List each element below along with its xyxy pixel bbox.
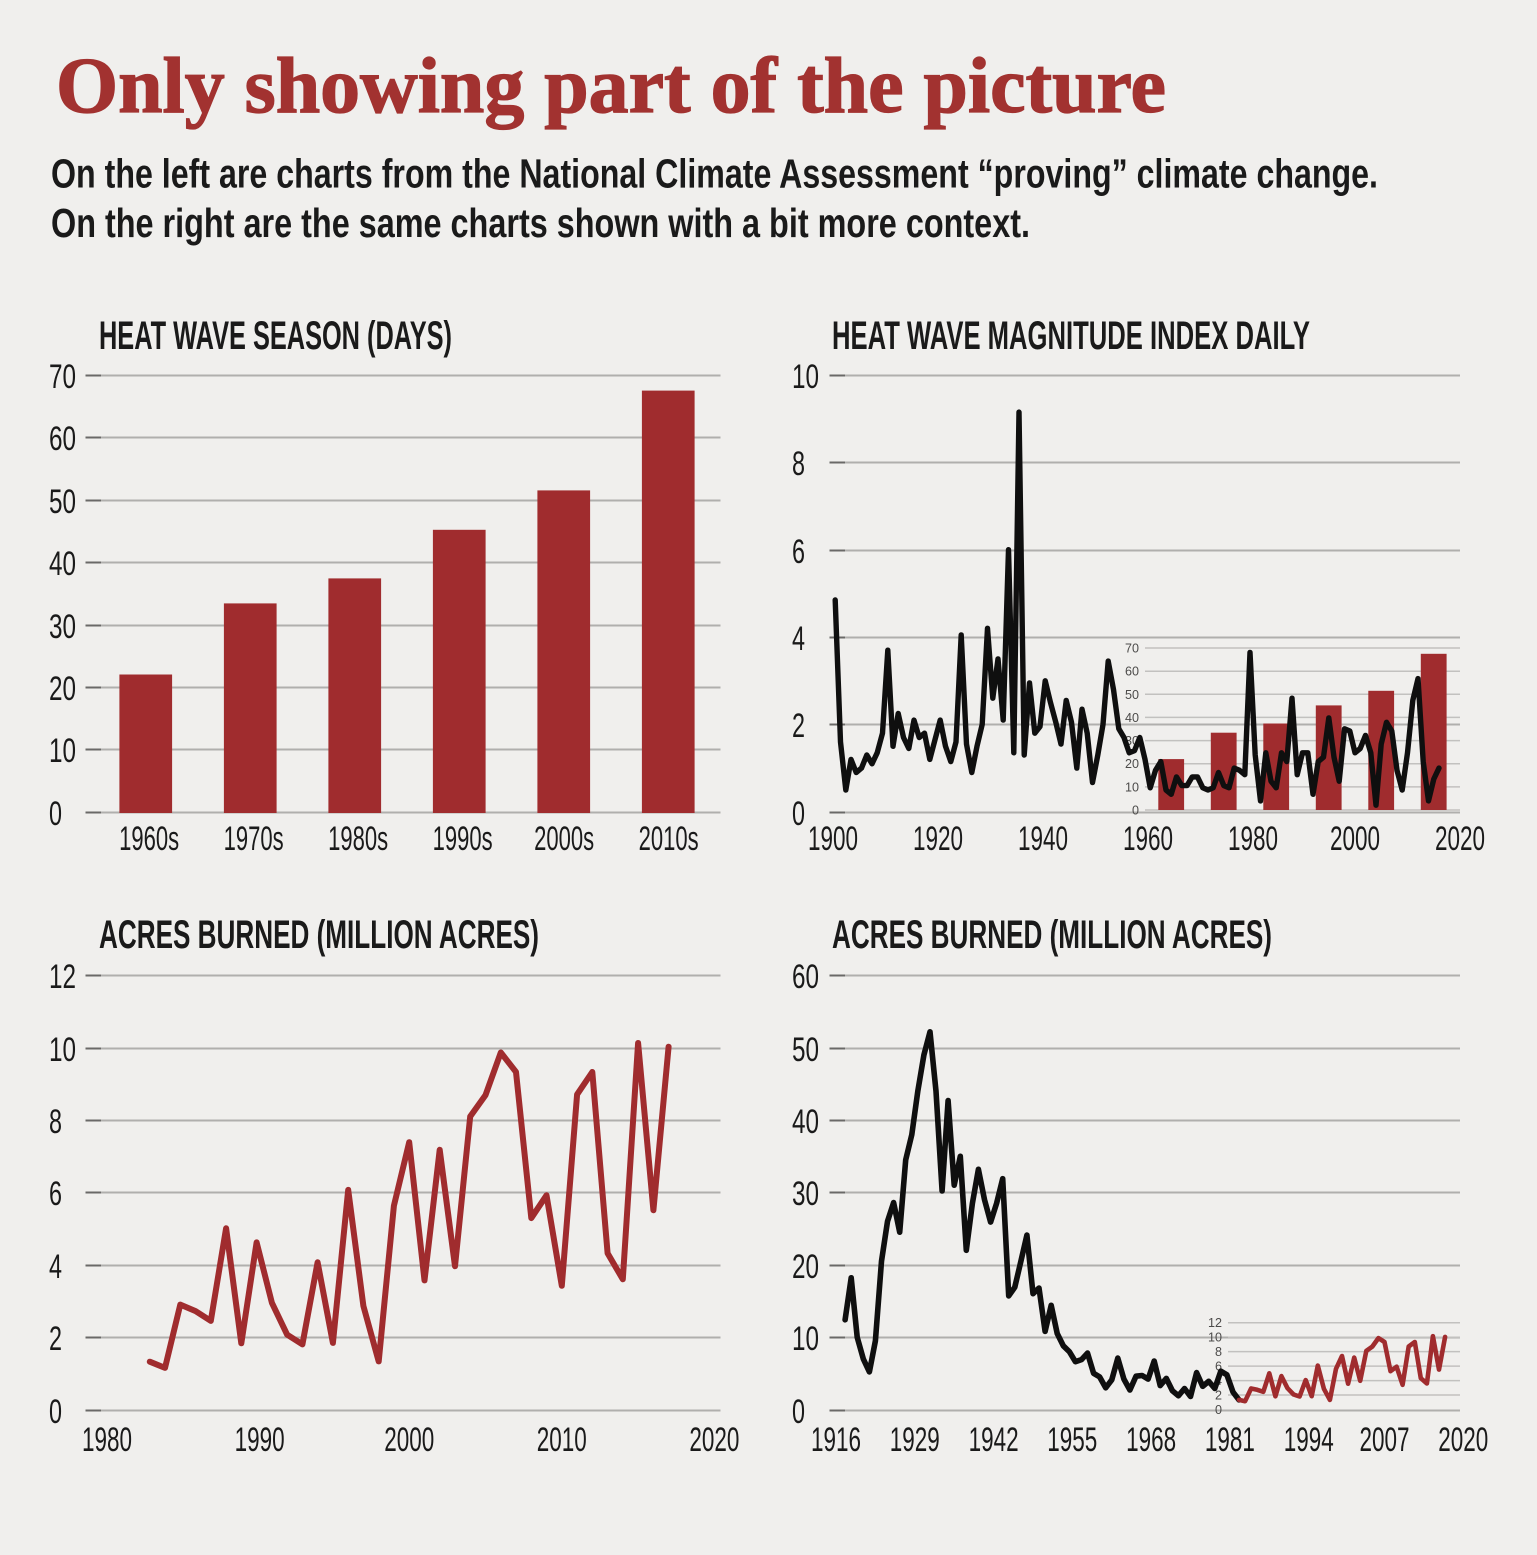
svg-text:10: 10 xyxy=(49,1031,76,1069)
svg-text:20: 20 xyxy=(1125,756,1139,771)
svg-text:2: 2 xyxy=(1215,1388,1222,1403)
svg-text:60: 60 xyxy=(792,958,819,996)
svg-text:70: 70 xyxy=(49,358,76,396)
svg-text:2010: 2010 xyxy=(537,1421,587,1459)
svg-text:40: 40 xyxy=(49,545,76,583)
svg-text:1942: 1942 xyxy=(969,1421,1019,1459)
svg-text:ACRES BURNED (MILLION ACRES): ACRES BURNED (MILLION ACRES) xyxy=(99,913,539,957)
svg-text:HEAT WAVE MAGNITUDE INDEX DAIL: HEAT WAVE MAGNITUDE INDEX DAILY xyxy=(832,314,1310,358)
svg-text:1968: 1968 xyxy=(1126,1421,1176,1459)
svg-text:50: 50 xyxy=(792,1031,819,1069)
svg-text:10: 10 xyxy=(792,358,819,396)
svg-text:50: 50 xyxy=(1125,687,1139,702)
svg-text:60: 60 xyxy=(1125,664,1139,679)
svg-text:4: 4 xyxy=(49,1248,62,1286)
svg-text:30: 30 xyxy=(792,1175,819,1213)
svg-text:0: 0 xyxy=(1215,1402,1222,1417)
svg-text:0: 0 xyxy=(1132,803,1139,818)
svg-text:1900: 1900 xyxy=(808,820,858,858)
svg-text:On the left are charts from th: On the left are charts from the National… xyxy=(51,151,1378,197)
svg-text:0: 0 xyxy=(49,795,62,833)
svg-text:1955: 1955 xyxy=(1047,1421,1097,1459)
svg-text:1990s: 1990s xyxy=(433,820,493,858)
svg-text:1980: 1980 xyxy=(1228,820,1278,858)
svg-text:1929: 1929 xyxy=(890,1421,940,1459)
svg-text:1990: 1990 xyxy=(235,1421,285,1459)
svg-text:1940: 1940 xyxy=(1018,820,1068,858)
svg-text:1960s: 1960s xyxy=(119,820,179,858)
svg-text:2020: 2020 xyxy=(1435,820,1485,858)
svg-text:6: 6 xyxy=(792,533,805,571)
svg-text:0: 0 xyxy=(792,795,805,833)
svg-text:2000: 2000 xyxy=(1330,820,1380,858)
svg-text:20: 20 xyxy=(792,1248,819,1286)
svg-text:ACRES BURNED (MILLION ACRES): ACRES BURNED (MILLION ACRES) xyxy=(832,913,1272,957)
svg-text:1970s: 1970s xyxy=(224,820,284,858)
svg-text:1980: 1980 xyxy=(82,1421,132,1459)
svg-text:40: 40 xyxy=(792,1103,819,1141)
svg-text:2010s: 2010s xyxy=(639,820,699,858)
svg-text:8: 8 xyxy=(1215,1344,1222,1359)
svg-text:1980s: 1980s xyxy=(328,820,388,858)
svg-text:2: 2 xyxy=(792,707,805,745)
svg-text:6: 6 xyxy=(49,1175,62,1213)
svg-text:70: 70 xyxy=(1125,641,1139,656)
svg-text:Only showing part of the pictu: Only showing part of the picture xyxy=(56,43,1166,130)
svg-text:8: 8 xyxy=(49,1103,62,1141)
svg-text:2020: 2020 xyxy=(1438,1421,1488,1459)
svg-text:10: 10 xyxy=(1125,779,1139,794)
svg-text:10: 10 xyxy=(1208,1330,1222,1345)
svg-text:1916: 1916 xyxy=(811,1421,861,1459)
svg-text:20: 20 xyxy=(49,670,76,708)
svg-text:On the right are the same char: On the right are the same charts shown w… xyxy=(51,200,1030,246)
svg-text:12: 12 xyxy=(1208,1315,1222,1330)
svg-text:0: 0 xyxy=(49,1393,62,1431)
svg-text:2000s: 2000s xyxy=(534,820,594,858)
svg-text:2020: 2020 xyxy=(689,1421,739,1459)
svg-text:1981: 1981 xyxy=(1205,1421,1255,1459)
svg-text:4: 4 xyxy=(792,620,805,658)
svg-text:6: 6 xyxy=(1215,1359,1222,1374)
svg-text:2: 2 xyxy=(49,1320,62,1358)
svg-text:0: 0 xyxy=(792,1393,805,1431)
svg-text:60: 60 xyxy=(49,420,76,458)
svg-text:8: 8 xyxy=(792,445,805,483)
svg-text:50: 50 xyxy=(49,483,76,521)
svg-text:10: 10 xyxy=(792,1320,819,1358)
svg-text:2007: 2007 xyxy=(1360,1421,1410,1459)
svg-text:1960: 1960 xyxy=(1123,820,1173,858)
svg-text:2000: 2000 xyxy=(384,1421,434,1459)
svg-text:12: 12 xyxy=(49,958,76,996)
svg-text:10: 10 xyxy=(49,732,76,770)
svg-text:1994: 1994 xyxy=(1284,1421,1334,1459)
svg-text:HEAT WAVE SEASON (DAYS): HEAT WAVE SEASON (DAYS) xyxy=(99,314,452,358)
svg-text:30: 30 xyxy=(49,608,76,646)
svg-text:1920: 1920 xyxy=(913,820,963,858)
svg-text:40: 40 xyxy=(1125,710,1139,725)
